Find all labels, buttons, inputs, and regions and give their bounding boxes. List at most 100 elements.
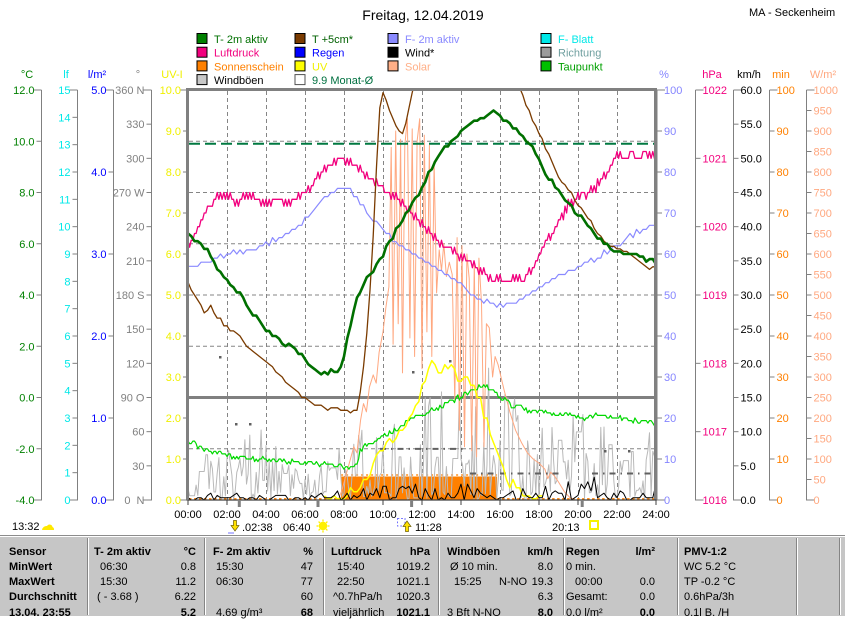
svg-text:700: 700 (814, 208, 832, 220)
svg-text:4.0: 4.0 (19, 290, 34, 302)
svg-text:0.0: 0.0 (166, 495, 181, 507)
svg-text:10.0: 10.0 (160, 85, 181, 97)
svg-text:5.0: 5.0 (741, 461, 756, 473)
svg-text:45.0: 45.0 (741, 188, 762, 200)
svg-text:MA - Seckenheim: MA - Seckenheim (749, 7, 835, 19)
svg-text:20:00: 20:00 (564, 509, 592, 521)
svg-text:14:00: 14:00 (447, 509, 475, 521)
svg-text:-4.0: -4.0 (16, 495, 35, 507)
svg-text:6: 6 (64, 331, 70, 343)
svg-text:l/m²: l/m² (88, 69, 107, 81)
svg-text:Wind*: Wind* (405, 48, 435, 60)
svg-text:3.0: 3.0 (166, 372, 181, 384)
svg-text:200: 200 (814, 413, 832, 425)
svg-text:20: 20 (777, 413, 789, 425)
svg-text:0: 0 (814, 495, 820, 507)
svg-text:60.0: 60.0 (741, 85, 762, 97)
svg-text:6.0: 6.0 (19, 239, 34, 251)
svg-text:km/h: km/h (737, 69, 761, 81)
svg-text:Richtung: Richtung (558, 48, 601, 60)
svg-text:°C: °C (21, 69, 33, 81)
svg-text:400: 400 (814, 331, 832, 343)
svg-text:750: 750 (814, 188, 832, 200)
svg-text:330: 330 (126, 119, 144, 131)
svg-text:Sonnenschein: Sonnenschein (214, 61, 284, 73)
svg-text:0 N: 0 N (124, 495, 144, 507)
svg-text:30: 30 (777, 372, 789, 384)
svg-text:10: 10 (777, 454, 789, 466)
svg-text:1022: 1022 (703, 85, 727, 97)
svg-text:100: 100 (777, 85, 795, 97)
svg-text:Regen: Regen (312, 48, 344, 60)
svg-text:550: 550 (814, 270, 832, 282)
svg-text:.02:38: .02:38 (242, 522, 273, 534)
svg-text:hPa: hPa (702, 69, 722, 81)
svg-text:1.0: 1.0 (91, 413, 106, 425)
svg-text:30.0: 30.0 (741, 290, 762, 302)
svg-text:00:00: 00:00 (174, 509, 202, 521)
svg-text:9.0: 9.0 (166, 126, 181, 138)
svg-text:6.0: 6.0 (166, 249, 181, 261)
svg-text:50: 50 (777, 290, 789, 302)
svg-text:300: 300 (814, 372, 832, 384)
svg-text:360 N: 360 N (115, 85, 144, 97)
svg-text:25.0: 25.0 (741, 324, 762, 336)
svg-text:30: 30 (664, 372, 676, 384)
svg-text:16:00: 16:00 (486, 509, 514, 521)
svg-text:1000: 1000 (814, 85, 838, 97)
svg-text:600: 600 (814, 249, 832, 261)
svg-text:50: 50 (664, 290, 676, 302)
svg-text:60: 60 (777, 249, 789, 261)
svg-text:14: 14 (58, 112, 70, 124)
svg-text:lf: lf (63, 69, 69, 81)
svg-text:13:32: 13:32 (12, 521, 40, 533)
svg-text:24:00: 24:00 (642, 509, 670, 521)
svg-text:950: 950 (814, 106, 832, 118)
svg-text:90: 90 (777, 126, 789, 138)
svg-text:90 O: 90 O (121, 393, 145, 405)
svg-text:3: 3 (64, 413, 70, 425)
svg-text:2: 2 (64, 440, 70, 452)
svg-text:10: 10 (58, 222, 70, 234)
svg-text:100: 100 (664, 85, 682, 97)
svg-text:300: 300 (126, 153, 144, 165)
svg-text:10:00: 10:00 (369, 509, 397, 521)
svg-text:100: 100 (814, 454, 832, 466)
svg-text:4: 4 (64, 386, 70, 398)
svg-text:7.0: 7.0 (166, 208, 181, 220)
svg-text:T +5cm*: T +5cm* (312, 34, 354, 46)
svg-text:10: 10 (664, 454, 676, 466)
svg-text:12:00: 12:00 (408, 509, 436, 521)
svg-text:20.0: 20.0 (741, 358, 762, 370)
svg-text:7: 7 (64, 304, 70, 316)
svg-text:3.0: 3.0 (91, 249, 106, 261)
svg-text:1: 1 (64, 468, 70, 480)
svg-text:20:13: 20:13 (552, 522, 580, 534)
svg-text:13: 13 (58, 140, 70, 152)
svg-text:850: 850 (814, 147, 832, 159)
svg-text:22:00: 22:00 (603, 509, 631, 521)
svg-text:0.0: 0.0 (19, 393, 34, 405)
svg-text:40.0: 40.0 (741, 222, 762, 234)
svg-text:90: 90 (664, 126, 676, 138)
svg-text:55.0: 55.0 (741, 119, 762, 131)
svg-text:9.9 Monat-Ø: 9.9 Monat-Ø (312, 75, 374, 87)
svg-text:5: 5 (64, 358, 70, 370)
svg-text:4.0: 4.0 (166, 331, 181, 343)
svg-text:60: 60 (664, 249, 676, 261)
svg-text:06:00: 06:00 (291, 509, 319, 521)
svg-text:210: 210 (126, 256, 144, 268)
svg-text:1.0: 1.0 (166, 454, 181, 466)
svg-text:80: 80 (664, 167, 676, 179)
svg-text:270 W: 270 W (113, 188, 145, 200)
svg-text:60: 60 (132, 427, 144, 439)
svg-text:1019: 1019 (703, 290, 727, 302)
svg-text:12.0: 12.0 (13, 85, 34, 97)
svg-text:Freitag, 12.04.2019: Freitag, 12.04.2019 (362, 7, 484, 23)
svg-text:10.0: 10.0 (13, 136, 34, 148)
svg-text:W/m²: W/m² (810, 69, 837, 81)
svg-text:0.0: 0.0 (91, 495, 106, 507)
svg-text:2.0: 2.0 (19, 341, 34, 353)
svg-text:%: % (659, 69, 669, 81)
svg-text:UV-I: UV-I (161, 69, 182, 81)
